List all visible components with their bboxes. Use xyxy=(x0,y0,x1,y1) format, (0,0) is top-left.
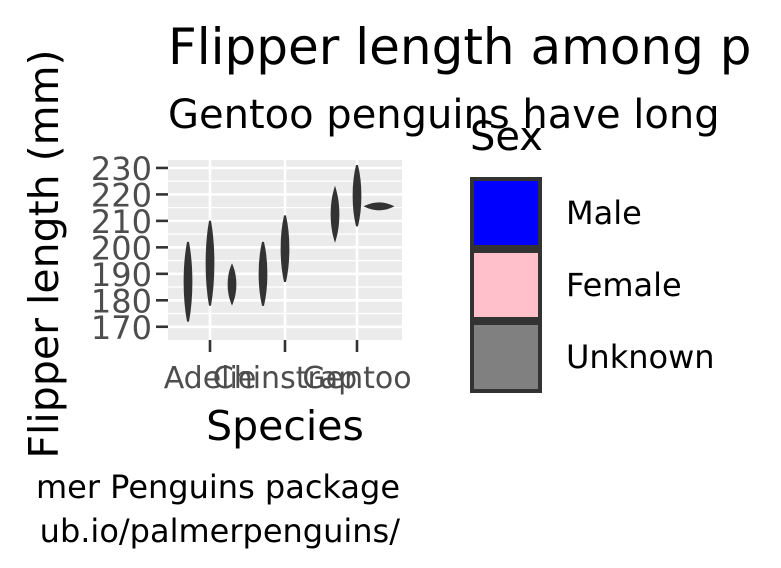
legend-key-unknown xyxy=(470,321,542,393)
chart-title: Flipper length among p xyxy=(168,18,752,76)
chart-subtitle: Gentoo penguins have long xyxy=(168,92,720,138)
y-tick-label: 210 xyxy=(91,203,152,241)
y-tick-label: 170 xyxy=(91,309,152,347)
caption-line: mer Penguins package xyxy=(36,468,400,506)
y-tick-label: 180 xyxy=(91,282,152,320)
y-tick-label: 190 xyxy=(91,256,152,294)
legend-label-unknown: Unknown xyxy=(566,338,715,376)
legend-label-female: Female xyxy=(566,266,682,304)
violin-gentoo-male xyxy=(352,165,362,227)
legend-key-male xyxy=(470,177,542,249)
y-tick-label: 200 xyxy=(91,229,152,267)
caption-line: ub.io/palmerpenguins/ xyxy=(40,512,401,550)
violin-adelie-female xyxy=(183,241,193,322)
violin-gentoo-unknown xyxy=(363,202,395,211)
violin-gentoo-female xyxy=(330,185,340,243)
violin-chinstrap-female xyxy=(258,241,268,306)
x-tick-label-adelie: Adelie xyxy=(164,361,257,396)
y-tick-label: 230 xyxy=(91,150,152,188)
x-axis-title: Species xyxy=(206,402,364,450)
legend-label-male: Male xyxy=(566,194,642,232)
y-tick-label: 220 xyxy=(91,176,152,214)
y-axis-title: Flipper length (mm) xyxy=(20,49,68,458)
x-tick-label-gentoo: Gentoo xyxy=(302,361,411,396)
x-tick-label-chinstrap: Chinstrap xyxy=(213,361,357,396)
violin-adelie-unknown xyxy=(227,263,237,306)
legend-title: Sex xyxy=(470,114,543,160)
legend-key-female xyxy=(470,249,542,321)
violin-adelie-male xyxy=(205,220,215,306)
violin-chinstrap-male xyxy=(280,215,290,282)
